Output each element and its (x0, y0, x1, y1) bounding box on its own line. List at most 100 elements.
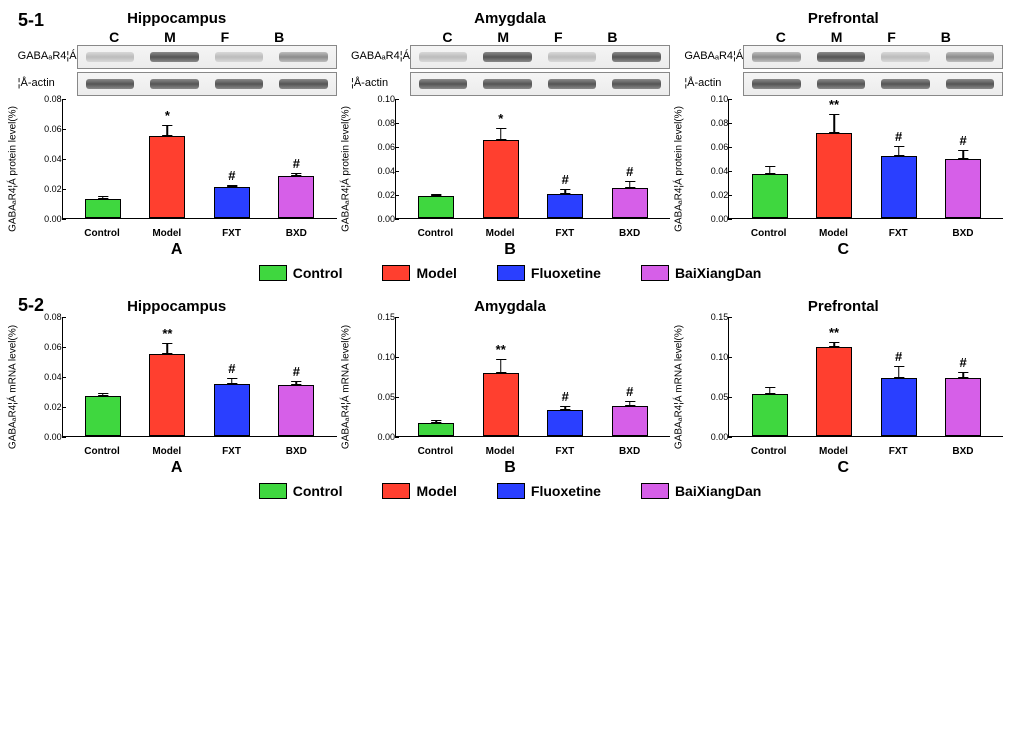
band (817, 79, 866, 89)
x-label: BXD (943, 228, 983, 239)
bar-model: ** (814, 133, 854, 218)
bar (85, 199, 121, 219)
error-bar (629, 181, 631, 188)
x-label: Model (480, 228, 520, 239)
bar (85, 396, 121, 437)
band (752, 79, 801, 89)
plot-area: **## (395, 317, 670, 437)
error-bar (500, 359, 502, 373)
x-label: BXD (276, 446, 316, 457)
bars: *## (396, 99, 670, 218)
legend-bottom: ControlModelFluoxetineBaiXiangDan (10, 483, 1010, 499)
significance-marker: # (562, 389, 569, 404)
tick: 0.10 (711, 352, 729, 362)
y-axis: GABAₐR4¦Á protein level(%)0.000.020.040.… (683, 99, 728, 239)
swatch (259, 483, 287, 499)
band (483, 79, 532, 89)
bar (149, 354, 185, 437)
blot-target: GABAₐR4¦Á (410, 45, 670, 69)
panel-letter: B (350, 459, 670, 477)
error-bar (167, 343, 169, 354)
bar-control (83, 396, 123, 437)
panel-letter: A (17, 241, 337, 259)
swatch (382, 483, 410, 499)
tick: 0.08 (44, 312, 62, 322)
y-axis-label: GABAₐR4¦Á mRNA level(%) (340, 325, 351, 449)
band (279, 52, 328, 62)
bar (547, 410, 583, 436)
y-axis-label: GABAₐR4¦Á protein level(%) (340, 106, 351, 232)
blot-loading: ¦Å-actin (77, 72, 337, 96)
x-label: Control (82, 228, 122, 239)
lane-letter: F (554, 29, 563, 45)
y-axis-label: GABAₐR4¦Á protein level(%) (7, 106, 18, 232)
bar (612, 406, 648, 436)
bar (214, 384, 250, 437)
panel-hippocampus: HippocampusGABAₐR4¦Á mRNA level(%)0.000.… (17, 298, 337, 477)
row-51-protein: HippocampusCMFBGABAₐR4¦Á¦Å-actinGABAₐR4¦… (10, 10, 1010, 259)
bar-chart: GABAₐR4¦Á protein level(%)0.000.020.040.… (350, 99, 670, 239)
swatch (641, 265, 669, 281)
bar (214, 187, 250, 219)
significance-marker: # (293, 156, 300, 171)
significance-marker: # (626, 384, 633, 399)
tick: 0.06 (44, 342, 62, 352)
panel-amygdala: AmygdalaGABAₐR4¦Á mRNA level(%)0.000.050… (350, 298, 670, 477)
panel-letter: C (683, 241, 1003, 259)
tick: 0.00 (44, 432, 62, 442)
x-label: BXD (276, 228, 316, 239)
tick: 0.10 (711, 94, 729, 104)
bar-chart: GABAₐR4¦Á mRNA level(%)0.000.050.100.15*… (683, 317, 1003, 457)
band (752, 52, 801, 62)
tick: 0.04 (711, 166, 729, 176)
figure-5: 5-1 HippocampusCMFBGABAₐR4¦Á¦Å-actinGABA… (10, 10, 1010, 499)
swatch (382, 265, 410, 281)
blot-target: GABAₐR4¦Á (77, 45, 337, 69)
panel-letter: C (683, 459, 1003, 477)
panel-amygdala: AmygdalaCMFBGABAₐR4¦Á¦Å-actinGABAₐR4¦Á p… (350, 10, 670, 259)
band (548, 79, 597, 89)
blot-label-loading: ¦Å-actin (684, 77, 721, 89)
tick: 0.05 (711, 392, 729, 402)
legend-label: Control (293, 483, 343, 499)
bar (418, 423, 454, 436)
significance-marker: * (165, 108, 170, 123)
panel-title: Prefrontal (683, 298, 1003, 315)
band (881, 79, 930, 89)
band (150, 79, 199, 89)
significance-marker: ** (829, 97, 839, 112)
tick: 0.08 (711, 118, 729, 128)
bar-control (416, 196, 456, 218)
lane-letter: M (164, 29, 176, 45)
significance-marker: # (895, 349, 902, 364)
error-bar (898, 366, 900, 378)
x-label: Model (147, 446, 187, 457)
tick: 0.15 (711, 312, 729, 322)
x-label: Model (813, 228, 853, 239)
bar-model: ** (147, 354, 187, 437)
band (215, 52, 264, 62)
swatch (641, 483, 669, 499)
bar-control (750, 174, 790, 218)
y-axis: GABAₐR4¦Á protein level(%)0.000.020.040.… (17, 99, 62, 239)
blot-label-target: GABAₐR4¦Á (18, 50, 77, 62)
bars: **## (63, 317, 337, 436)
band (881, 52, 930, 62)
bar-bxd: # (610, 406, 650, 436)
blot-area: GABAₐR4¦Á¦Å-actin (743, 45, 1003, 96)
bar (752, 174, 788, 218)
blot-area: GABAₐR4¦Á¦Å-actin (410, 45, 670, 96)
legend-label: Fluoxetine (531, 265, 601, 281)
x-label: Model (480, 446, 520, 457)
lane-letter: C (109, 29, 119, 45)
x-label: FXT (212, 228, 252, 239)
bar (752, 394, 788, 436)
x-labels: ControlModelFXTBXD (395, 446, 670, 457)
panel-prefrontal: PrefrontalCMFBGABAₐR4¦Á¦Å-actinGABAₐR4¦Á… (683, 10, 1003, 259)
swatch (497, 483, 525, 499)
y-axis: GABAₐR4¦Á protein level(%)0.000.020.040.… (350, 99, 395, 239)
error-bar (500, 128, 502, 140)
legend-label: Fluoxetine (531, 483, 601, 499)
bar (149, 136, 185, 219)
significance-marker: # (959, 133, 966, 148)
